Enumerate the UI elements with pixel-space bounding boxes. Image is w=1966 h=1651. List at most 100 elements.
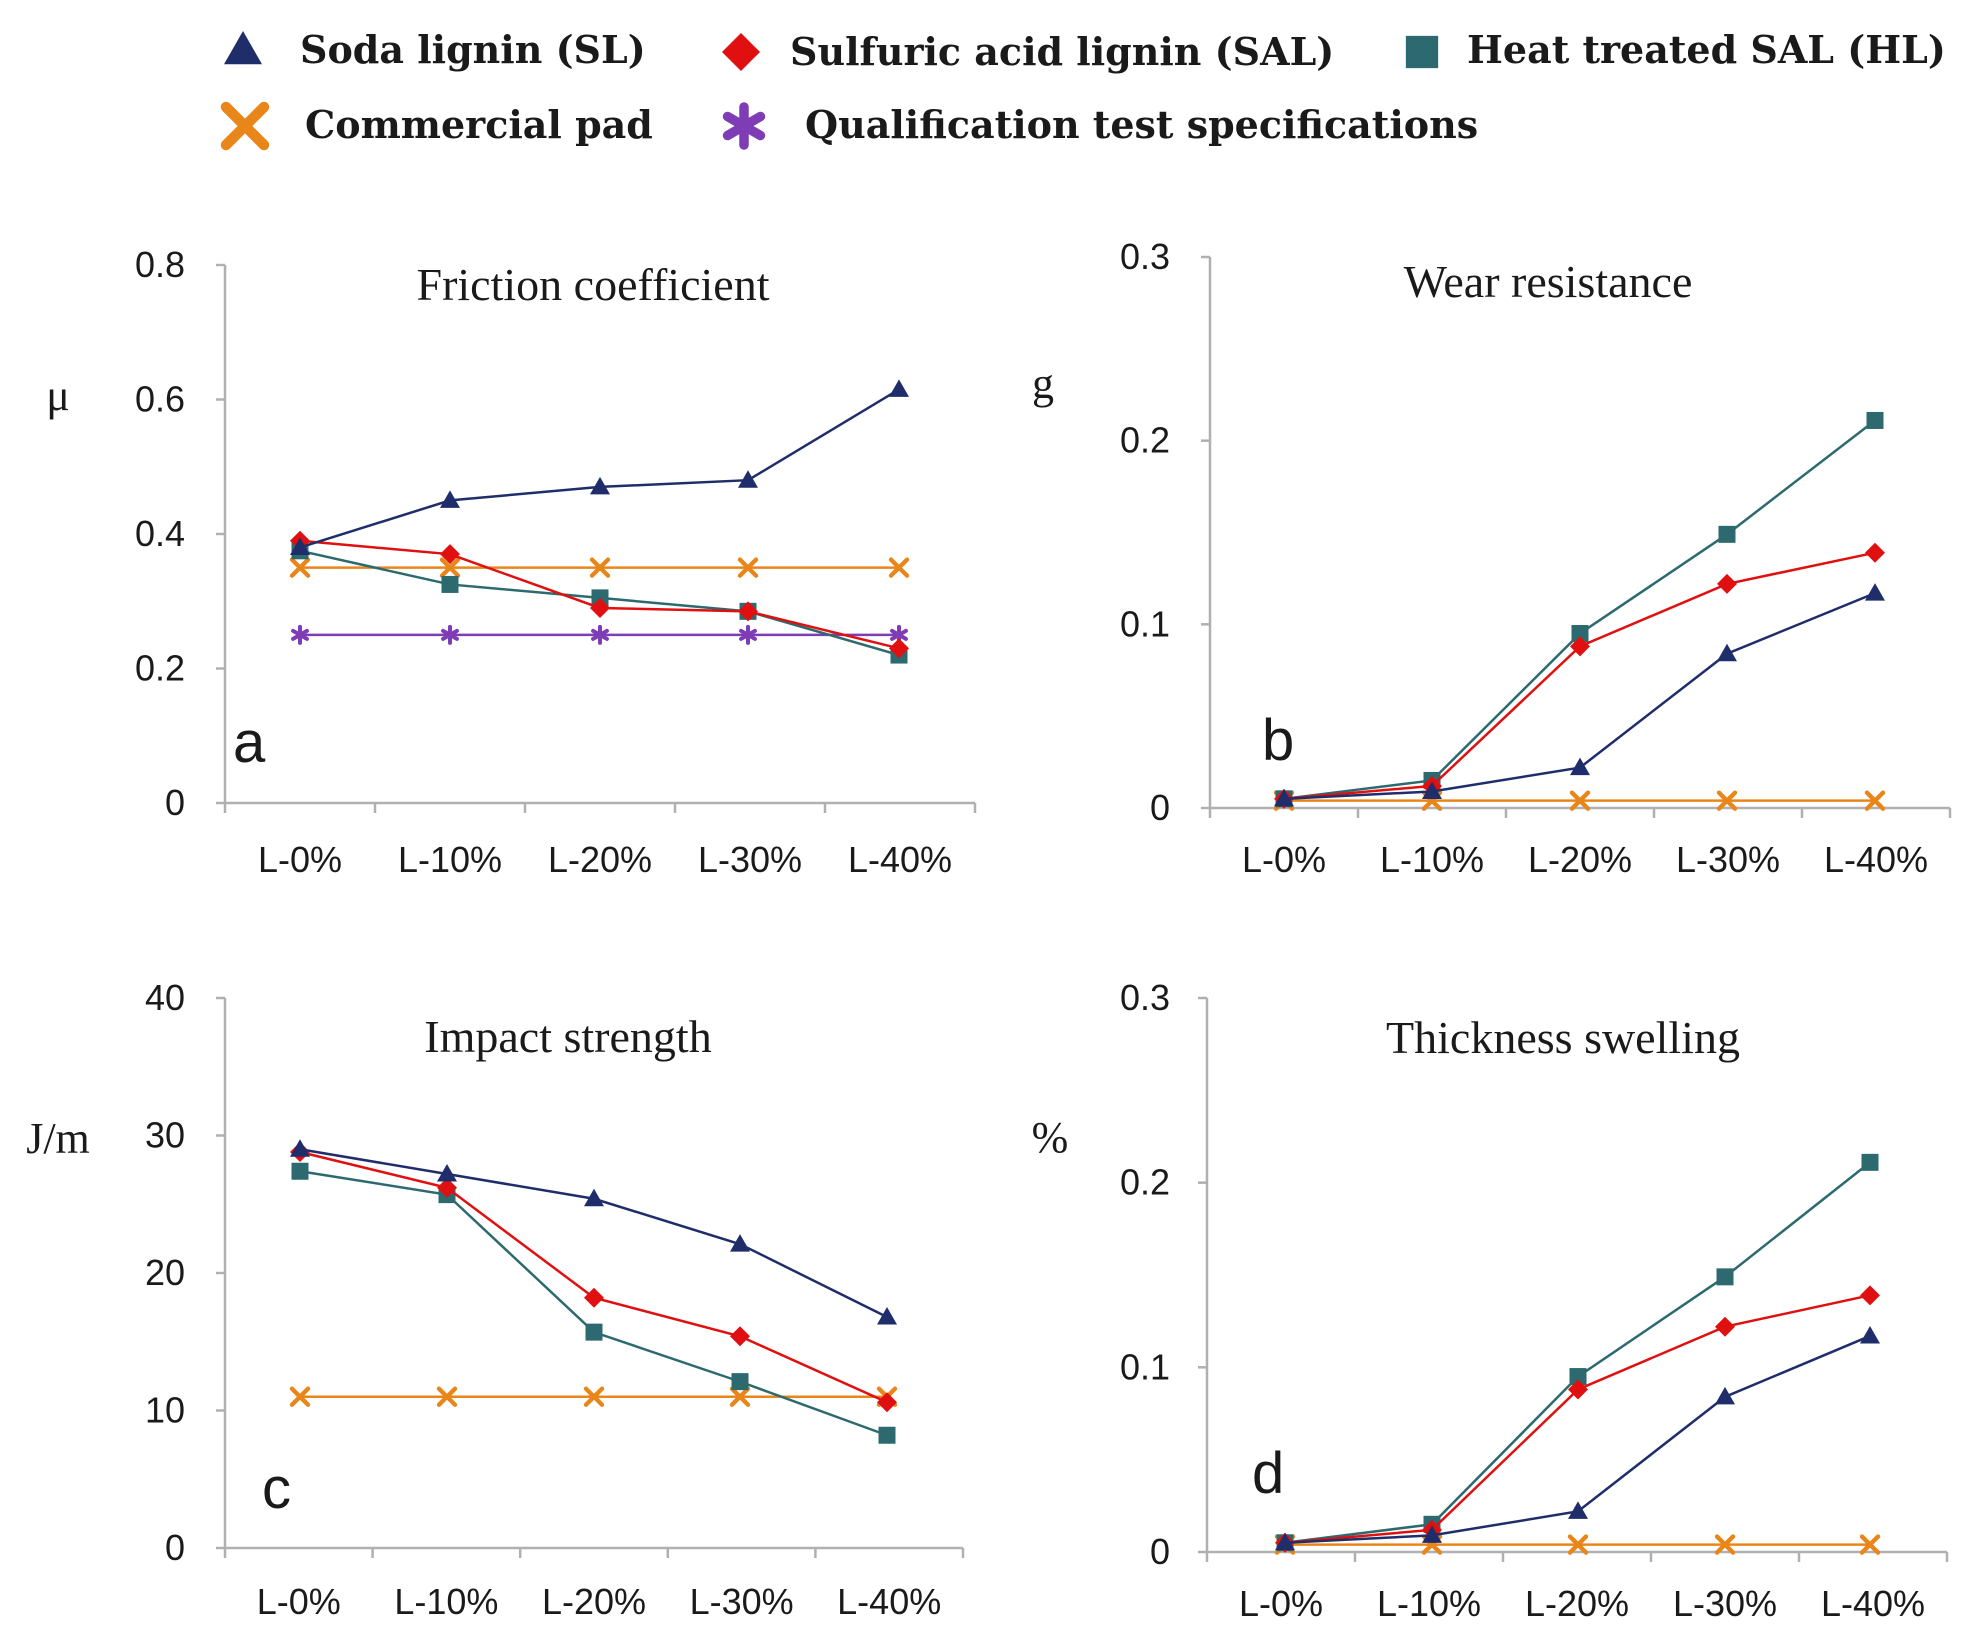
data-point-commercial [289,1386,311,1407]
data-point-hl [1716,1268,1734,1286]
y-axis-label-d: % [1032,1113,1069,1162]
y-axis-label-a: μ [46,371,70,420]
series-sl-c [290,1139,897,1325]
x-tick-label-a: L-40% [848,839,952,880]
legend: Soda lignin (SL) Sulfuric acid lignin (SA… [220,27,1946,151]
chart-title-b: Wear resistance [1404,256,1693,307]
panel-label-b: b [1262,708,1294,773]
legend-item-qualification: Qualification test specifications [722,102,1478,150]
legend-item-commercial: Commercial pad [220,101,653,151]
data-point-sl [440,490,460,508]
data-point-commercial [1859,1534,1881,1555]
x-tick-label-a: L-30% [698,839,802,880]
y-tick-label-a: 0.6 [135,379,185,420]
data-point-hl [878,1426,896,1444]
data-point-hl [585,1323,603,1341]
series-line-hl [1284,1161,1871,1545]
series-line-sal [299,1150,888,1404]
data-point-commercial [1569,790,1591,811]
data-point-sal [730,1326,750,1347]
data-point-sl [290,537,310,555]
x-tick-label-a: L-0% [258,839,342,880]
data-point-sl [1570,757,1590,776]
data-point-sal [1570,636,1590,657]
y-axis-label-c: J/m [26,1114,90,1163]
data-point-hl [591,589,609,607]
data-point-commercial [1864,790,1886,811]
legend-marker-sl [224,31,262,65]
data-point-sal [877,1392,897,1413]
data-point-hl [1569,1368,1587,1386]
y-tick-label-c: 30 [145,1115,185,1156]
y-tick-label-d: 0.1 [1120,1346,1170,1387]
legend-marker-sal [722,33,760,71]
data-point-sl [889,379,909,397]
data-point-sal [584,1287,604,1308]
x-tick-label-d: L-40% [1821,1583,1925,1624]
data-point-sl [290,1139,310,1157]
data-point-commercial [1716,790,1738,811]
y-tick-label-b: 0.3 [1120,236,1170,277]
data-point-sl [590,476,610,495]
data-point-hl [1866,411,1884,429]
chart-title-d: Thickness swelling [1386,1012,1740,1063]
x-tick-label-b: L-40% [1824,839,1928,880]
x-tick-label-d: L-20% [1525,1583,1629,1624]
y-tick-label-d: 0.2 [1120,1162,1170,1203]
data-point-qualification [739,624,757,645]
panel-label-c: c [262,1456,291,1521]
data-point-commercial [589,557,611,578]
y-tick-label-c: 0 [165,1527,185,1568]
data-point-hl [731,1373,749,1391]
legend-marker-commercial [220,101,270,151]
data-point-sl [1568,1501,1588,1519]
data-point-commercial [888,557,910,578]
data-point-hl [441,575,459,593]
y-tick-label-c: 40 [145,977,185,1018]
data-point-sl [1860,1325,1880,1344]
y-tick-label-c: 20 [145,1252,185,1293]
x-tick-label-a: L-10% [398,839,502,880]
y-tick-label-b: 0 [1150,787,1170,828]
panel-label-a: a [233,710,266,775]
legend-label-commercial: Commercial pad [305,102,653,147]
series-sl-b [1274,583,1885,807]
data-point-sl [1422,1525,1442,1543]
data-point-sl [1274,788,1294,807]
data-point-sl [584,1188,604,1207]
y-tick-label-a: 0.2 [135,648,185,689]
series-sal-c [290,1142,897,1413]
series-line-hl [1283,419,1876,801]
x-tick-label-b: L-0% [1242,839,1326,880]
data-point-commercial [1714,1534,1736,1555]
y-tick-label-a: 0.4 [135,513,185,554]
data-point-commercial [729,1386,751,1407]
data-point-sal [1715,1316,1735,1337]
data-point-sl [877,1307,897,1325]
x-tick-label-b: L-20% [1528,839,1632,880]
x-tick-label-c: L-10% [394,1581,498,1622]
data-point-sl [1715,1386,1735,1405]
data-point-qualification [291,624,309,645]
x-tick-label-b: L-10% [1380,839,1484,880]
x-tick-label-c: L-30% [690,1581,794,1622]
chart-title-a: Friction coefficient [417,259,770,310]
data-point-commercial [436,1386,458,1407]
legend-item-sal: Sulfuric acid lignin (SAL) [722,29,1334,74]
series-sal-d [1275,1285,1880,1553]
y-tick-label-d: 0.3 [1120,977,1170,1018]
data-point-sl [738,470,758,488]
x-tick-label-d: L-10% [1377,1583,1481,1624]
panel-label-d: d [1252,1441,1284,1506]
data-point-hl [291,1162,309,1180]
data-point-sal [590,597,610,618]
data-point-hl [1571,625,1589,643]
data-point-sal [1860,1285,1880,1306]
x-tick-label-c: L-0% [257,1581,341,1622]
legend-label-sal: Sulfuric acid lignin (SAL) [790,29,1334,74]
data-point-commercial [737,557,759,578]
x-tick-label-d: L-30% [1673,1583,1777,1624]
data-point-hl [1861,1153,1879,1171]
data-point-commercial [1567,1534,1589,1555]
